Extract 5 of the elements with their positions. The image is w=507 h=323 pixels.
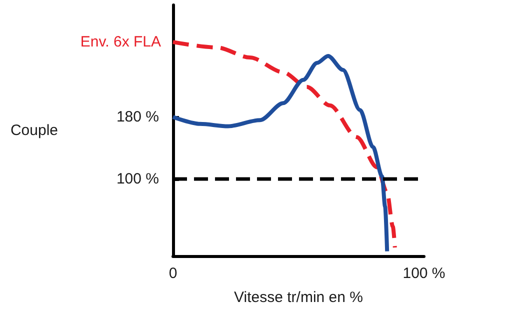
x-axis-title: Vitesse tr/min en %	[234, 289, 363, 306]
y-axis-title: Couple	[10, 122, 58, 139]
x-tick-label: 0	[168, 265, 178, 282]
annotation: Env. 6x FLA	[80, 34, 161, 51]
y-tick-label: 180 %	[116, 108, 159, 126]
